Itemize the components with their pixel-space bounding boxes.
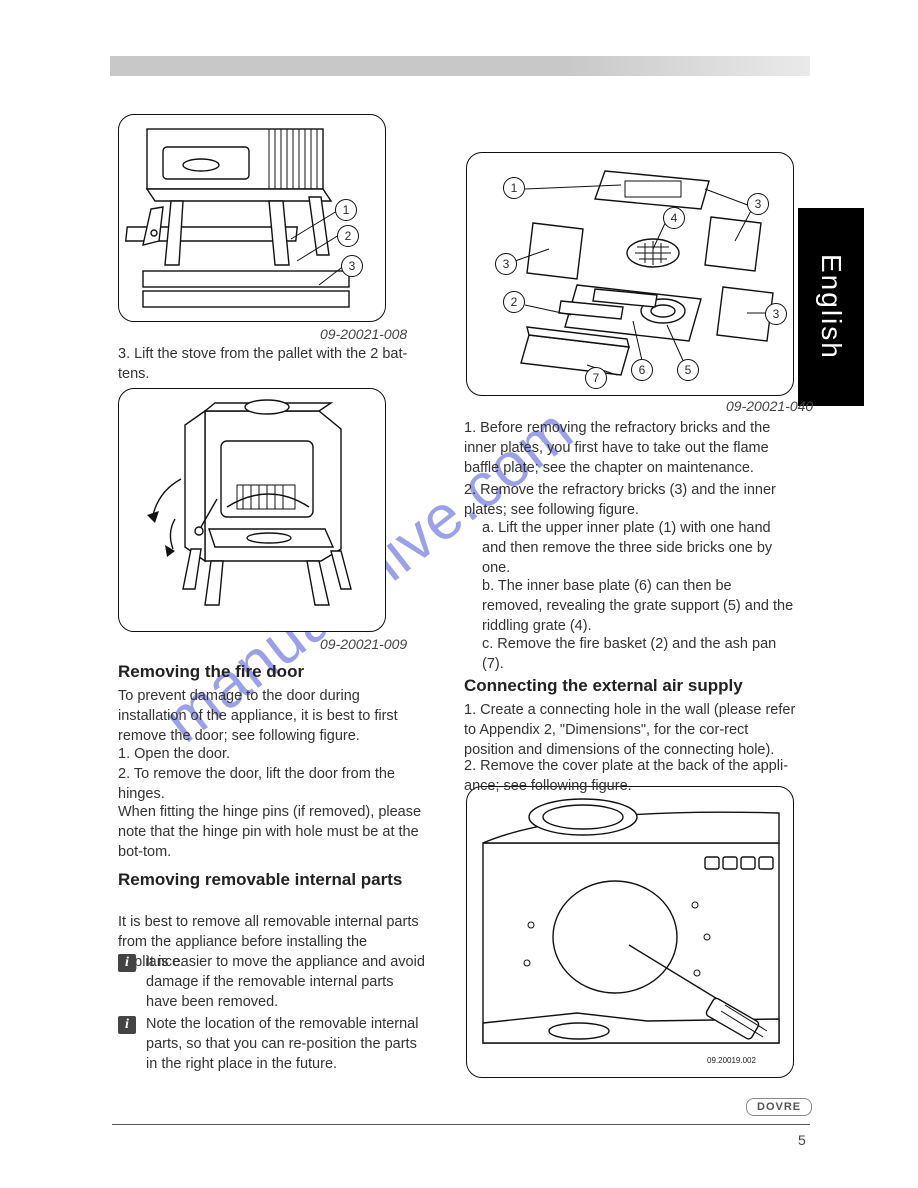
fig4-callout-2: 2 (337, 225, 359, 247)
info-icon-2: i (118, 1016, 136, 1034)
figure-4-box: 1 2 3 (118, 114, 386, 322)
fig6-callout-3c: 3 (765, 303, 787, 325)
figure-5-box (118, 388, 386, 632)
figure-7-illustration: 09.20019.002 (467, 787, 795, 1079)
fig6-callout-1: 1 (503, 177, 525, 199)
fig6-callout-2: 2 (503, 291, 525, 313)
fig4-caption: 09-20021-008 (320, 326, 407, 342)
fig6-callout-5: 5 (677, 359, 699, 381)
fig6-callout-3b: 3 (747, 193, 769, 215)
fig6-callout-7: 7 (585, 367, 607, 389)
page-number: 5 (798, 1132, 806, 1148)
fig6-callout-3a: 3 (495, 253, 517, 275)
rem-info2: Note the location of the removable inter… (146, 1014, 426, 1074)
fig4-callout-3: 3 (341, 255, 363, 277)
info-icon-1: i (118, 954, 136, 972)
rem-info1: It is easier to move the appliance and a… (146, 952, 426, 1012)
fig4-step3: 3. Lift the stove from the pallet with t… (118, 344, 418, 384)
rem-title: Removing removable internal parts (118, 870, 424, 890)
fig5-note: When fitting the hinge pins (if removed)… (118, 802, 424, 862)
fig6-callout-6: 6 (631, 359, 653, 381)
svg-text:09.20019.002: 09.20019.002 (707, 1056, 756, 1065)
rem-list-b: b. The inner base plate (6) can then be … (482, 576, 796, 636)
footer-rule (112, 1124, 810, 1125)
fig4-callout-1: 1 (335, 199, 357, 221)
rem-step1: 1. Before removing the refractory bricks… (464, 418, 796, 478)
figure-5-illustration (119, 389, 387, 633)
fig5-intro: To prevent damage to the door during ins… (118, 686, 424, 746)
fig6-caption: 09-20021-040 (726, 398, 813, 414)
rem-step2: 2. Remove the refractory bricks (3) and … (464, 480, 796, 520)
rem-list-c: c. Remove the fire basket (2) and the as… (482, 634, 796, 674)
page: { "lang_tab": "English", "header_bar_col… (0, 0, 918, 1188)
language-label: English (815, 254, 847, 360)
conn-step2: 2. Remove the cover plate at the back of… (464, 756, 796, 796)
language-tab: English (798, 208, 864, 406)
rem-list-a: a. Lift the upper inner plate (1) with o… (482, 518, 796, 578)
header-bar (110, 56, 810, 76)
fig5-title: Removing the fire door (118, 662, 304, 682)
fig5-step2: 2. To remove the door, lift the door fro… (118, 764, 424, 804)
figure-7-box: 09.20019.002 (466, 786, 794, 1078)
figure-6-box: 1 2 3 3 3 4 5 6 7 (466, 152, 794, 396)
fig6-callout-4: 4 (663, 207, 685, 229)
fig5-caption: 09-20021-009 (320, 636, 407, 652)
brand-logo: DOVRE (746, 1098, 812, 1116)
conn-step1: 1. Create a connecting hole in the wall … (464, 700, 796, 760)
conn-title: Connecting the external air supply (464, 676, 796, 696)
fig5-step1: 1. Open the door. (118, 744, 424, 764)
